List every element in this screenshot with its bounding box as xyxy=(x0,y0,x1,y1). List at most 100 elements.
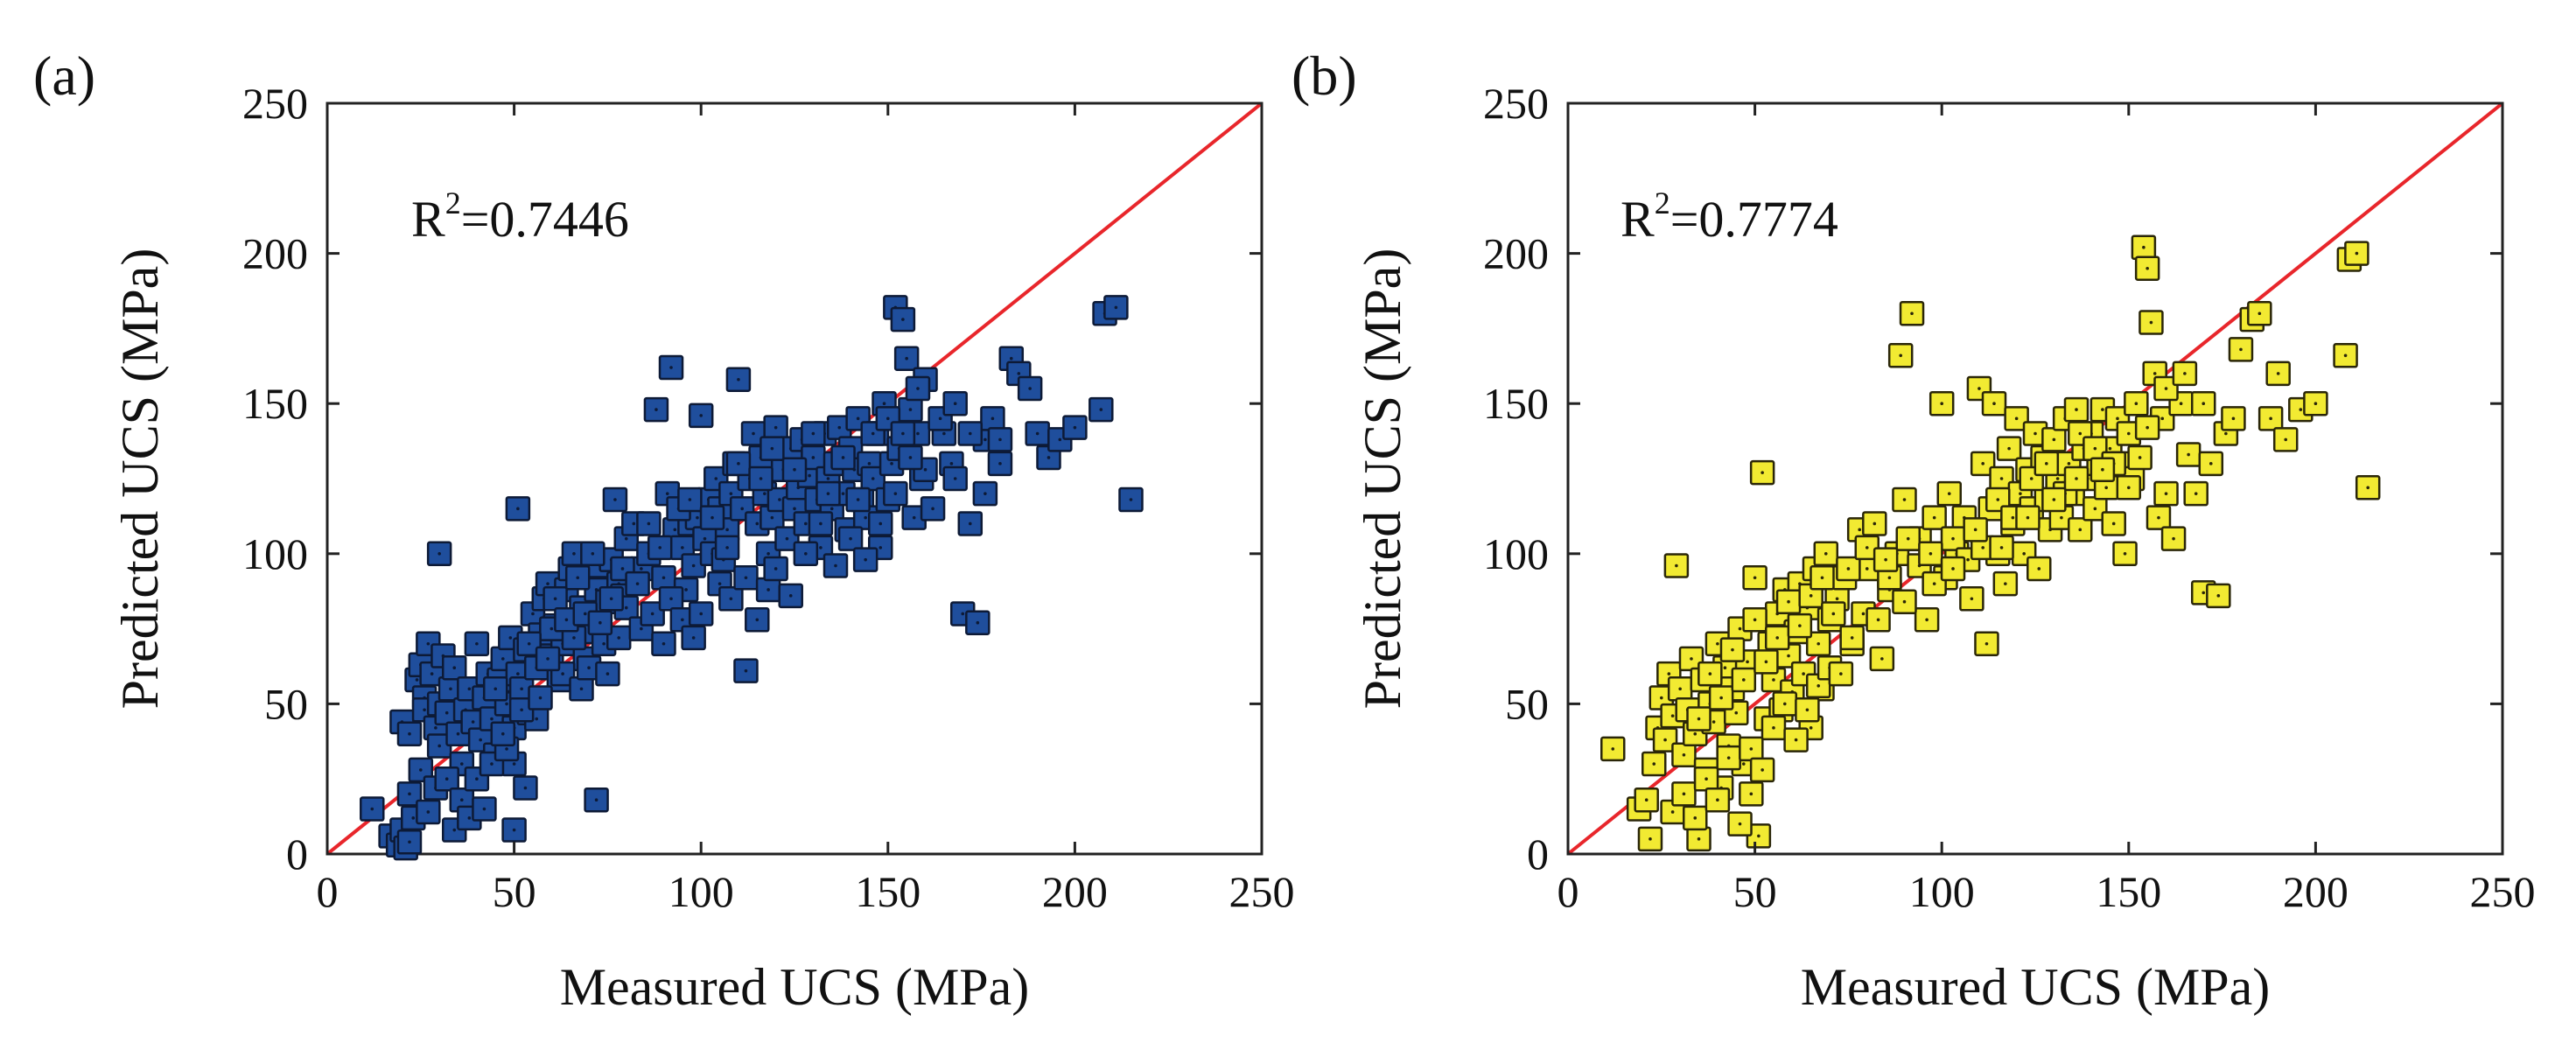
data-point xyxy=(2247,300,2272,326)
data-point xyxy=(636,511,662,536)
y-tick-label: 200 xyxy=(1483,229,1549,278)
y-tick-label: 200 xyxy=(242,229,308,278)
data-point xyxy=(852,547,878,572)
x-tick-label: 250 xyxy=(2470,867,2536,916)
data-point xyxy=(987,451,1013,477)
data-point xyxy=(755,577,781,603)
panel-label: (a) xyxy=(33,45,95,107)
data-point xyxy=(1749,459,1775,486)
data-point xyxy=(535,646,561,672)
data-point xyxy=(2198,451,2224,477)
data-point xyxy=(2333,343,2358,368)
data-point xyxy=(2026,556,2052,582)
data-point xyxy=(2258,406,2284,431)
data-point xyxy=(2228,337,2254,362)
data-point xyxy=(360,796,385,822)
data-point xyxy=(1963,517,1988,542)
data-point xyxy=(2153,375,2179,402)
data-point xyxy=(2041,427,2067,452)
data-point xyxy=(774,526,800,551)
data-point xyxy=(957,511,984,536)
data-point xyxy=(1118,486,1144,513)
data-point xyxy=(569,676,594,702)
data-point xyxy=(898,444,923,471)
data-point xyxy=(860,466,886,492)
data-point xyxy=(651,565,676,591)
data-point xyxy=(1062,415,1088,440)
data-point xyxy=(1805,631,1831,657)
y-tick-label: 50 xyxy=(1505,679,1549,728)
data-point xyxy=(490,721,516,746)
data-point xyxy=(1795,697,1820,723)
data-point xyxy=(1727,811,1753,836)
data-point xyxy=(2160,526,2187,551)
data-point xyxy=(2116,475,2142,500)
data-point xyxy=(595,661,620,687)
data-point xyxy=(845,486,871,513)
data-point xyxy=(1892,589,1917,614)
data-point xyxy=(640,601,665,626)
data-point xyxy=(1936,480,1962,507)
panel-label: (b) xyxy=(1292,45,1357,107)
data-point xyxy=(2034,451,2060,477)
data-point xyxy=(725,451,752,477)
data-point xyxy=(2063,466,2090,492)
data-point xyxy=(602,486,628,513)
panel-b: (b) 0 50 100 150 200 250 0 50 100 150 200 250 Measu… xyxy=(1292,45,2536,1016)
data-point xyxy=(651,631,676,657)
y-tick-label: 250 xyxy=(242,79,308,128)
r-squared-annotation: R2=0.7774 xyxy=(1620,186,1838,248)
data-point xyxy=(763,556,788,582)
data-point xyxy=(868,511,893,536)
data-point xyxy=(564,565,591,591)
data-point xyxy=(1754,649,1779,675)
r-squared-superscript: 2 xyxy=(1655,186,1670,220)
data-point xyxy=(822,553,849,578)
data-point xyxy=(472,796,497,822)
data-point xyxy=(426,541,452,567)
plot-area xyxy=(1566,102,2504,856)
data-point xyxy=(1899,300,1925,326)
data-point xyxy=(725,367,752,392)
r-squared-prefix: R xyxy=(1620,191,1655,248)
data-point xyxy=(396,830,423,855)
data-point xyxy=(957,421,984,446)
data-point xyxy=(1928,390,1955,416)
data-point xyxy=(2004,406,2029,431)
data-point xyxy=(528,685,553,710)
data-point xyxy=(1642,751,1667,777)
data-point xyxy=(718,586,744,612)
data-point xyxy=(1869,646,1895,672)
data-point xyxy=(2112,541,2138,567)
data-point xyxy=(1866,607,1891,633)
data-point xyxy=(1836,556,1861,582)
data-point xyxy=(1887,343,1914,368)
data-point xyxy=(1775,589,1802,614)
data-point xyxy=(1959,586,1984,612)
data-point xyxy=(2127,444,2152,471)
data-point xyxy=(2190,390,2216,416)
data-point xyxy=(1686,826,1712,852)
data-point xyxy=(2221,406,2246,431)
x-tick-label: 150 xyxy=(855,867,920,916)
data-point xyxy=(808,511,834,536)
x-axis-title: Measured UCS (MPa) xyxy=(560,958,1030,1016)
data-point xyxy=(1872,547,1899,572)
data-point xyxy=(681,625,706,651)
data-point xyxy=(2272,427,2299,452)
points-layer xyxy=(1600,234,2381,852)
points-layer xyxy=(360,295,1144,861)
data-point xyxy=(482,676,508,702)
ticks-layer: 0 50 100 150 200 250 0 50 100 150 200 250 xyxy=(242,79,1295,916)
data-point xyxy=(2183,480,2208,507)
data-point xyxy=(837,526,864,551)
data-point xyxy=(434,766,459,792)
data-point xyxy=(1742,565,1768,591)
r-squared-value: =0.7774 xyxy=(1670,191,1838,248)
data-point xyxy=(1772,691,1798,717)
data-point xyxy=(416,799,441,825)
data-point xyxy=(464,631,490,657)
data-point xyxy=(1892,486,1917,513)
data-point xyxy=(688,601,714,626)
